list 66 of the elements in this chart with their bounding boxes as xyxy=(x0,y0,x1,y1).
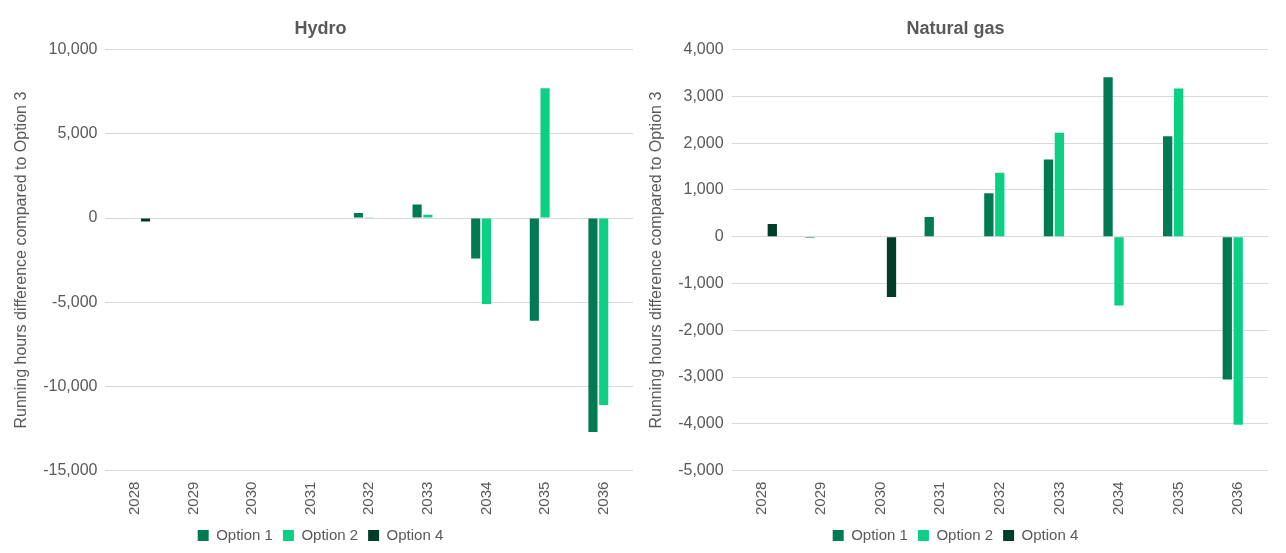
x-tick-label: 2033 xyxy=(417,481,435,516)
bar xyxy=(984,193,994,237)
legend-label: Option 2 xyxy=(301,525,359,543)
x-tick-label: 2032 xyxy=(359,481,377,516)
legend-label: Option 1 xyxy=(851,525,908,543)
x-tick-label: 2031 xyxy=(930,481,948,516)
bar xyxy=(995,172,1005,237)
bar xyxy=(1043,159,1054,237)
bar xyxy=(529,218,539,321)
bar xyxy=(1173,88,1184,237)
x-tick-label: 2034 xyxy=(1109,481,1127,516)
y-tick-label: -3,000 xyxy=(678,367,724,385)
x-tick-label: 2033 xyxy=(1049,481,1067,516)
bar xyxy=(481,218,492,304)
y-axis-title: Running hours difference compared to Option 3 xyxy=(12,91,30,429)
legend-label: Option 4 xyxy=(1021,525,1079,543)
bar xyxy=(1163,136,1173,237)
bar xyxy=(1222,237,1232,380)
x-tick-label: 2028 xyxy=(751,481,769,516)
chart-title: Hydro xyxy=(294,17,347,38)
legend-label: Option 1 xyxy=(216,525,273,543)
y-tick-label: -2,000 xyxy=(678,320,724,338)
x-tick-label: 2029 xyxy=(811,481,829,516)
y-tick-label: -5,000 xyxy=(52,292,98,310)
legend-label: Option 4 xyxy=(386,525,444,543)
y-tick-label: -15,000 xyxy=(43,461,98,479)
x-tick-label: 2030 xyxy=(242,481,260,516)
bar xyxy=(1233,237,1243,425)
bar xyxy=(588,218,598,432)
x-tick-label: 2035 xyxy=(535,481,553,516)
x-tick-label: 2035 xyxy=(1168,481,1186,516)
bar xyxy=(540,88,550,218)
chart-title: Natural gas xyxy=(906,17,1005,38)
y-axis-title: Running hours difference compared to Option 3 xyxy=(647,91,665,429)
bar xyxy=(1054,132,1065,237)
x-tick-label: 2028 xyxy=(124,481,142,516)
y-tick-label: 0 xyxy=(714,227,724,245)
bar xyxy=(924,217,934,237)
x-tick-label: 2036 xyxy=(593,481,611,516)
bar xyxy=(353,212,364,218)
x-tick-label: 2029 xyxy=(183,481,201,516)
bar xyxy=(1114,237,1124,306)
bar xyxy=(471,218,481,259)
bar xyxy=(1103,77,1113,237)
x-tick-label: 2034 xyxy=(476,481,494,516)
x-tick-label: 2036 xyxy=(1228,481,1246,516)
y-tick-label: -1,000 xyxy=(678,273,724,291)
y-tick-label: -10,000 xyxy=(43,376,98,394)
bar xyxy=(599,218,609,405)
legend-label: Option 2 xyxy=(936,525,994,543)
bar xyxy=(886,237,897,298)
y-tick-label: 0 xyxy=(88,208,98,226)
y-tick-label: 5,000 xyxy=(57,124,98,142)
x-tick-label: 2032 xyxy=(989,481,1007,516)
y-tick-label: 1,000 xyxy=(683,180,724,198)
x-tick-label: 2031 xyxy=(300,481,318,516)
y-tick-label: 4,000 xyxy=(683,40,724,58)
bar xyxy=(423,214,433,218)
y-tick-label: -4,000 xyxy=(678,414,724,432)
y-tick-label: 3,000 xyxy=(683,86,724,104)
y-tick-label: -5,000 xyxy=(678,461,724,479)
y-tick-label: 2,000 xyxy=(683,133,724,151)
y-tick-label: 10,000 xyxy=(48,40,98,58)
x-tick-label: 2030 xyxy=(870,481,888,516)
bar xyxy=(412,204,422,218)
bar xyxy=(767,224,777,237)
